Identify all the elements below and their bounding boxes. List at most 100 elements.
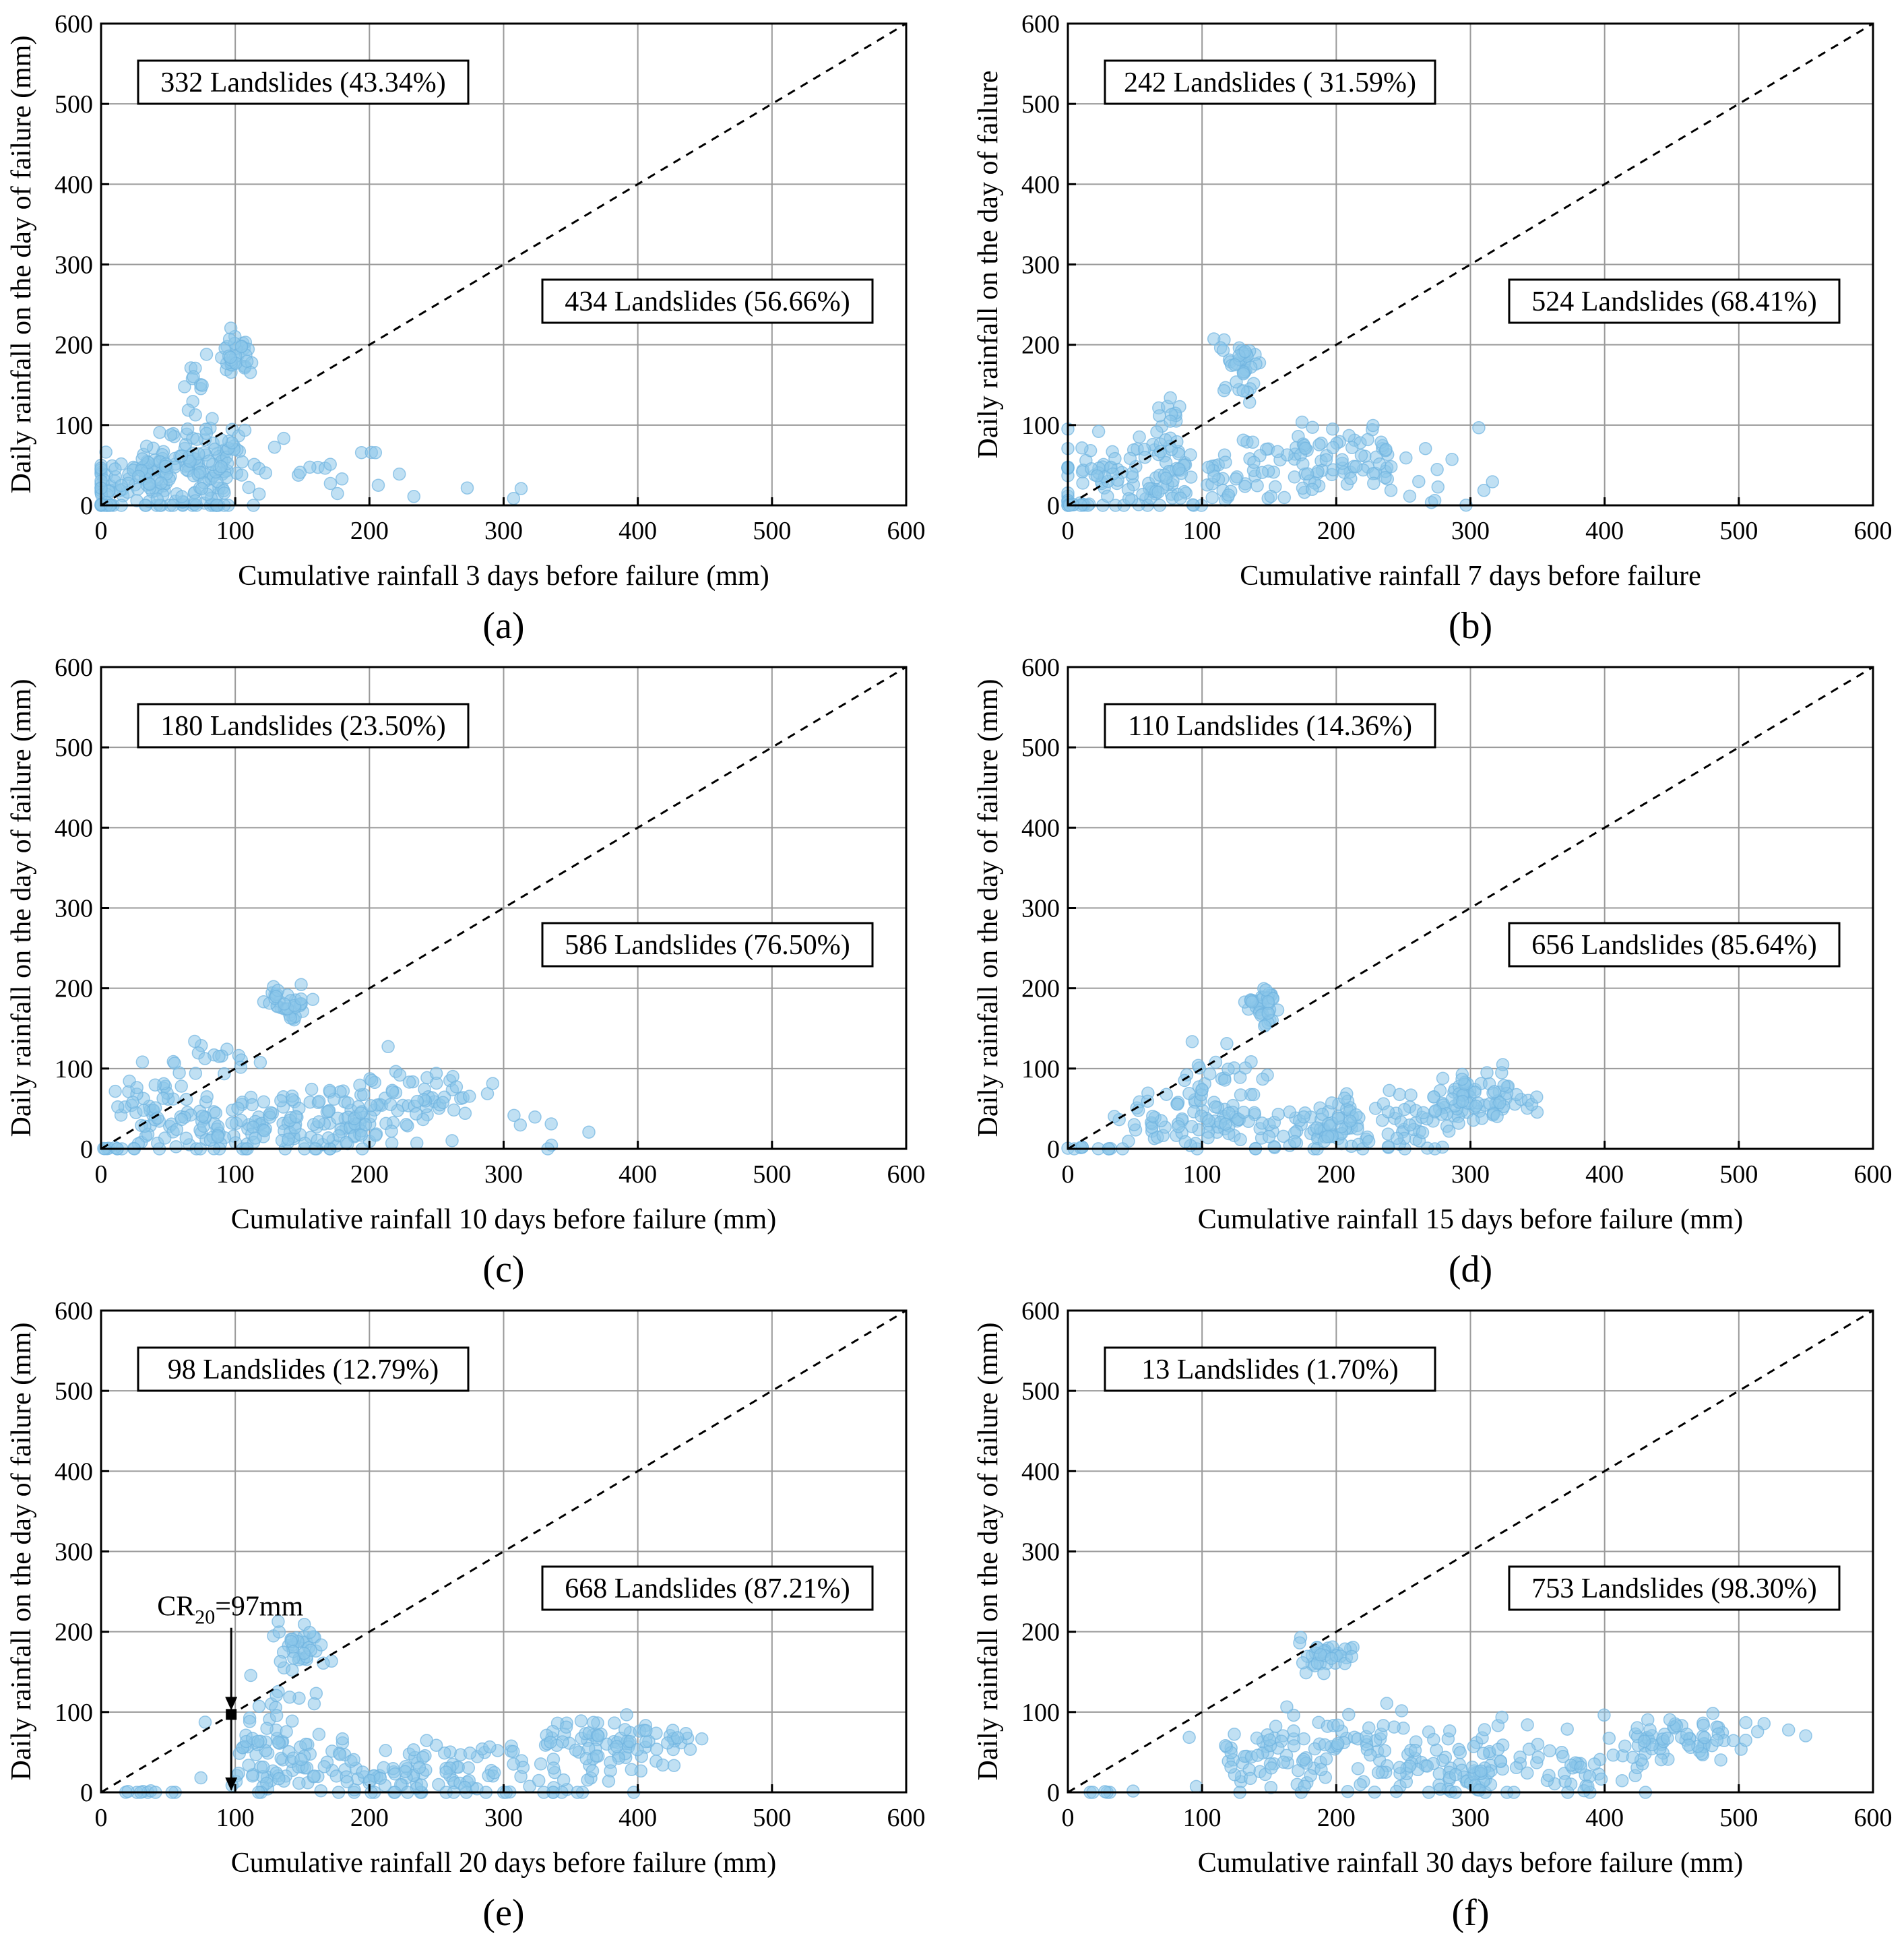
scatter-point [283,1691,296,1704]
scatter-point [1090,469,1104,482]
panel-a: 0 100 200 300 400 500 600 0 100 200 300 400 500 600 Cu… [6,10,926,647]
x-tick-label: 500 [1719,517,1758,545]
scatter-point [1230,375,1243,389]
scatter-point [111,1100,125,1114]
scatter-point [135,452,149,466]
scatter-point [306,993,319,1006]
scatter-point [1383,1083,1396,1098]
scatter-point [458,1106,472,1121]
x-axis-label: Cumulative rainfall 3 days before failur… [238,561,769,592]
y-tick-label: 300 [55,1538,93,1567]
scatter-point [198,1052,212,1065]
scatter-point [1488,1085,1501,1098]
scatter-point [1427,1090,1440,1104]
scatter-point [1172,1120,1185,1133]
y-tick-label: 600 [1021,1297,1060,1325]
y-tick-label: 500 [1021,90,1060,119]
x-tick-label: 200 [1317,1804,1356,1832]
scatter-point [1246,435,1260,449]
scatter-point [143,477,156,491]
scatter-point [1126,1784,1140,1798]
scatter-point [260,1722,274,1735]
annotation-box-below [541,278,874,324]
scatter-point [1091,424,1106,439]
x-tick-label: 300 [1451,1160,1490,1189]
scatter-point [1171,1097,1184,1111]
scatter-point [1261,995,1275,1009]
scatter-point [1185,1120,1199,1133]
scatter-point [1159,471,1173,485]
scatter-point [340,1135,353,1150]
scatter-point [1436,1071,1450,1086]
scatter-point [388,1767,402,1781]
scatter-point [486,1077,500,1090]
scatter-point [253,1056,267,1069]
scatter-point [585,1764,600,1778]
scatter-point [154,476,168,490]
y-tick-label: 200 [55,1618,93,1647]
scatter-point [1602,1731,1616,1745]
scatter-point [1442,1125,1456,1138]
scatter-point [1433,1782,1447,1796]
scatter-point [131,470,146,483]
scatter-point [1387,1720,1401,1734]
scatter-point [1364,1748,1377,1762]
scatter-point [1295,415,1309,429]
scatter-point [1431,480,1445,494]
x-tick-label: 600 [887,517,926,545]
panel-label: (f) [1452,1892,1490,1934]
scatter-point [1298,1780,1311,1793]
scatter-point [1108,1110,1121,1123]
scatter-point [649,1742,664,1756]
scatter-point [137,1104,150,1117]
scatter-point [1472,421,1486,435]
scatter-point [1597,1708,1611,1722]
scatter-point [1184,448,1197,462]
scatter-point [1654,1753,1668,1767]
scatter-point [1151,485,1165,499]
scatter-point [447,1103,461,1117]
x-tick-label: 500 [753,1804,791,1832]
scatter-point [1277,1755,1290,1769]
scatter-point [1217,383,1231,398]
scatter-point [1560,1722,1574,1736]
scatter-point [1246,1088,1261,1102]
scatter-point [1522,1742,1536,1756]
scatter-point [1317,1666,1331,1680]
y-tick-label: 400 [55,1457,93,1486]
scatter-point [1224,1760,1238,1774]
scatter-point [1404,1088,1418,1102]
scatter-point [347,1753,360,1767]
annotation-box-above [1104,59,1436,105]
scatter-point [402,1075,416,1089]
x-axis-label: Cumulative rainfall 10 days before failu… [231,1204,776,1235]
scatter-point [463,1090,476,1103]
scatter-point [1643,1723,1657,1737]
scatter-point [1242,396,1257,409]
scatter-point [1558,1775,1572,1788]
scatter-point [1325,1096,1339,1110]
annotation-box-below [541,922,874,968]
scatter-point [1262,1130,1276,1143]
scatter-point [1297,1110,1310,1124]
scatter-point [1698,1731,1711,1744]
annotation-box-above [137,1346,470,1392]
x-tick-label: 500 [753,1160,791,1189]
x-tick-label: 500 [753,517,791,545]
scatter-point [1318,1738,1332,1752]
scatter-point [242,480,255,495]
panel-b: 0 100 200 300 400 500 600 0 100 200 300 400 500 600 Cu… [973,10,1893,647]
y-tick-label: 500 [1021,734,1060,762]
scatter-point [174,1079,188,1093]
annotation-above-line: 110 Landslides (14.36%) [1128,711,1412,742]
y-axis-label: Daily rainfall on the day of failure (mm… [973,679,1004,1137]
scatter-point [1312,438,1326,451]
y-axis-label: Daily rainfall on the day of failure (mm… [6,36,37,494]
scatter-point [1236,384,1250,398]
scatter-point [381,1040,395,1054]
y-tick-label: 100 [1021,412,1060,440]
scatter-point [292,1776,306,1790]
scatter-point [256,1760,270,1774]
annotation-box-above [137,59,470,105]
